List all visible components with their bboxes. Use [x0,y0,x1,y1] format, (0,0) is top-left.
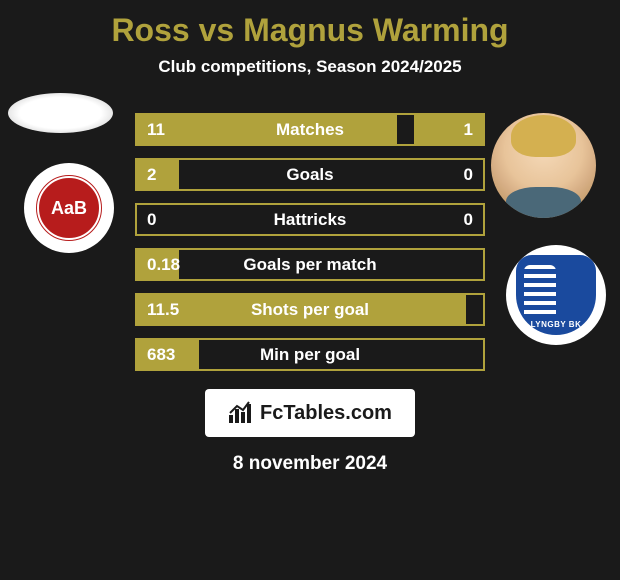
club-right-badge-inner: LYNGBY BK [516,255,596,335]
club-right-text: LYNGBY BK [516,320,596,329]
stat-label: Shots per goal [137,300,483,320]
page-title: Ross vs Magnus Warming [0,12,620,49]
subtitle: Club competitions, Season 2024/2025 [0,57,620,77]
stats-list: 111Matches 20Goals 00Hattricks 0.18Goals pe… [135,105,485,371]
stat-label: Hattricks [137,210,483,230]
stat-label: Matches [137,120,483,140]
infographic-container: Ross vs Magnus Warming Club competitions… [0,0,620,475]
content-area: AaB LYNGBY BK 111Matches 20Goals 00Hattric… [0,105,620,475]
stat-label: Min per goal [137,345,483,365]
stat-row: 20Goals [135,158,485,191]
player-left-avatar [8,93,113,133]
club-left-badge: AaB [24,163,114,253]
stat-row: 0.18Goals per match [135,248,485,281]
stat-row: 111Matches [135,113,485,146]
bar-chart-icon [228,401,254,425]
stat-label: Goals per match [137,255,483,275]
club-left-badge-inner: AaB [33,172,105,244]
source-logo: FcTables.com [205,389,415,437]
stat-row: 683Min per goal [135,338,485,371]
date-label: 8 november 2024 [0,453,620,475]
source-logo-text: FcTables.com [260,402,392,425]
stat-label: Goals [137,165,483,185]
player-right-avatar [491,113,596,218]
stat-row: 11.5Shots per goal [135,293,485,326]
club-left-text: AaB [51,198,87,219]
club-right-badge: LYNGBY BK [506,245,606,345]
stat-row: 00Hattricks [135,203,485,236]
